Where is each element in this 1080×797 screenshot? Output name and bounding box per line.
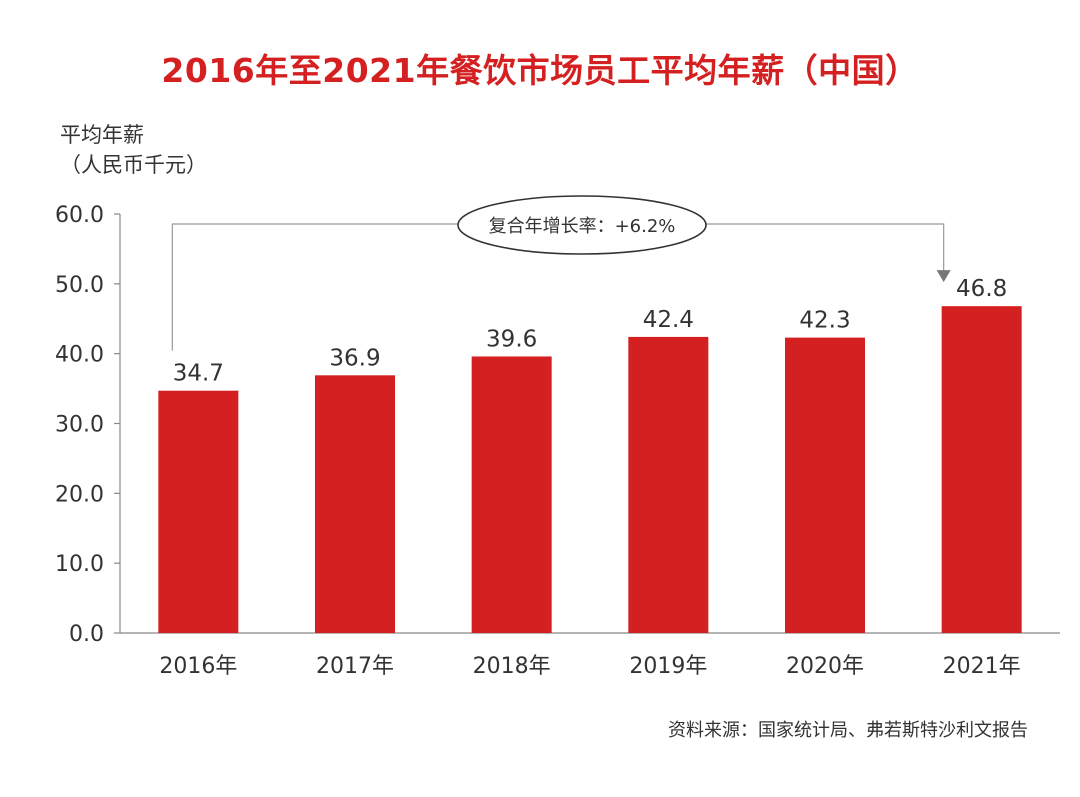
x-tick-label: 2018年 xyxy=(473,654,551,679)
data-label: 42.3 xyxy=(799,308,850,334)
cagr-ellipse xyxy=(457,195,707,255)
y-tick-label: 20.0 xyxy=(55,482,104,507)
bar xyxy=(941,306,1022,633)
x-tick-label: 2017年 xyxy=(316,654,394,679)
bar xyxy=(471,356,552,633)
y-tick-label: 0.0 xyxy=(69,622,104,647)
data-label: 39.6 xyxy=(486,326,537,352)
bar xyxy=(315,375,395,633)
y-tick-label: 10.0 xyxy=(55,552,104,577)
bar xyxy=(628,336,709,633)
cagr-label: 复合年增长率：+6.2% xyxy=(489,216,676,237)
chart-title: 2016年至2021年餐饮市场员工平均年薪（中国） xyxy=(161,51,919,90)
x-tick-label: 2019年 xyxy=(629,654,707,679)
data-label: 46.8 xyxy=(956,276,1007,302)
y-axis-label-line-1: 平均年薪 xyxy=(60,123,144,147)
y-tick-label: 40.0 xyxy=(55,343,104,368)
data-label: 42.4 xyxy=(643,307,694,333)
y-axis-label: 平均年薪 （人民币千元） xyxy=(60,120,207,180)
cagr-arrow-icon xyxy=(936,270,951,283)
source-note: 资料来源：国家统计局、弗若斯特沙利文报告 xyxy=(668,720,1028,741)
x-tick-label: 2020年 xyxy=(786,654,864,679)
x-tick-label: 2021年 xyxy=(943,654,1021,679)
y-axis-label-line-2: （人民币千元） xyxy=(60,153,207,177)
x-tick-label: 2016年 xyxy=(159,654,237,679)
y-tick-label: 50.0 xyxy=(55,273,104,298)
bar xyxy=(785,337,865,633)
data-label: 36.9 xyxy=(329,345,380,371)
y-tick-label: 30.0 xyxy=(55,413,104,438)
bar xyxy=(158,390,239,633)
data-label: 34.7 xyxy=(173,361,224,387)
y-tick-label: 60.0 xyxy=(55,203,104,228)
